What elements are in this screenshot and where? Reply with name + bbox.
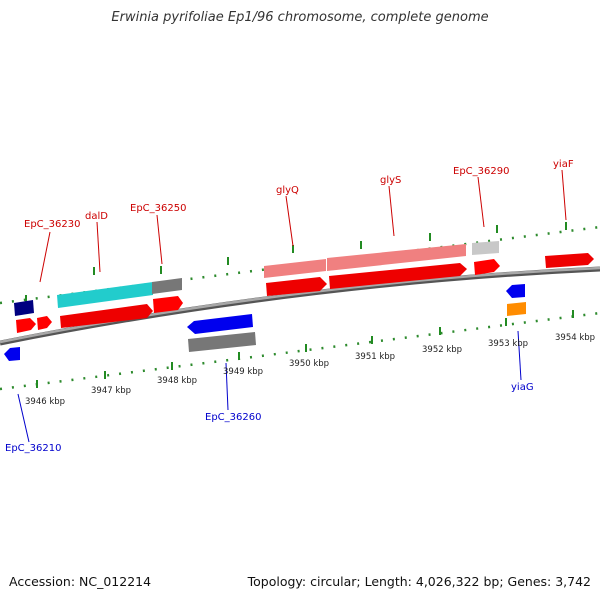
gene-arrow-red[interactable] (16, 318, 36, 333)
upper-tick-track (0, 222, 600, 305)
genome-summary-label: Topology: circular; Length: 4,026,322 bp… (247, 574, 591, 589)
scale-label: 3952 kbp (422, 345, 462, 355)
gene-feature-light-gray[interactable] (472, 241, 499, 255)
gene-label[interactable]: yiaG (511, 382, 534, 393)
gene-arrow-red[interactable] (37, 316, 52, 330)
reverse-gene-labels: EpC_36210 EpC_36260 yiaG (5, 382, 534, 454)
gene-arrow-red[interactable] (153, 296, 183, 313)
gene-feature-cyan[interactable] (57, 282, 153, 308)
gene-arrow-red[interactable] (545, 253, 594, 268)
map-title: Erwinia pyrifoliae Ep1/96 chromosome, co… (111, 10, 489, 25)
gene-feature-gray[interactable] (152, 278, 182, 294)
gene-label[interactable]: EpC_36290 (453, 166, 509, 177)
accession-label: Accession: NC_012214 (9, 574, 152, 589)
scale-label: 3948 kbp (157, 376, 197, 386)
gene-feature-navy[interactable] (14, 300, 34, 316)
scale-label: 3954 kbp (555, 333, 595, 343)
scale-label: 3951 kbp (355, 352, 395, 362)
scale-label: 3946 kbp (25, 397, 65, 407)
gene-feature-light-red[interactable] (264, 259, 326, 278)
gene-feature-dark-gray[interactable] (188, 332, 256, 352)
reverse-strand-features (4, 284, 526, 361)
scale-label: 3950 kbp (289, 359, 329, 369)
gene-label[interactable]: EpC_36250 (130, 203, 186, 214)
gene-label[interactable]: glyQ (276, 185, 299, 196)
scale-labels: 3946 kbp 3947 kbp 3948 kbp 3949 kbp 3950… (25, 333, 595, 407)
gene-arrow-red[interactable] (266, 277, 327, 296)
gene-arrow-red[interactable] (329, 263, 467, 289)
gene-arrow-blue[interactable] (4, 347, 20, 361)
scale-label: 3953 kbp (488, 339, 528, 349)
gene-label[interactable]: yiaF (553, 159, 574, 170)
gene-feature-light-red[interactable] (327, 244, 466, 271)
gene-arrow-red[interactable] (60, 304, 153, 328)
gene-feature-orange[interactable] (507, 302, 526, 316)
scale-label: 3949 kbp (223, 367, 263, 377)
gene-label[interactable]: EpC_36260 (205, 412, 261, 423)
gene-label[interactable]: dalD (85, 211, 108, 222)
chromosome-backbone (0, 266, 600, 346)
gene-arrow-blue[interactable] (187, 314, 253, 334)
forward-gene-labels: EpC_36230 dalD EpC_36250 glyQ glyS EpC_3… (24, 159, 574, 230)
gene-arrow-blue[interactable] (506, 284, 525, 298)
scale-label: 3947 kbp (91, 386, 131, 396)
gene-label[interactable]: glyS (380, 175, 401, 186)
lower-tick-track (0, 310, 600, 391)
gene-arrow-red[interactable] (474, 259, 500, 275)
label-callouts (17, 169, 567, 443)
gene-label[interactable]: EpC_36210 (5, 443, 61, 454)
forward-strand-features (14, 241, 594, 333)
gene-label[interactable]: EpC_36230 (24, 219, 80, 230)
